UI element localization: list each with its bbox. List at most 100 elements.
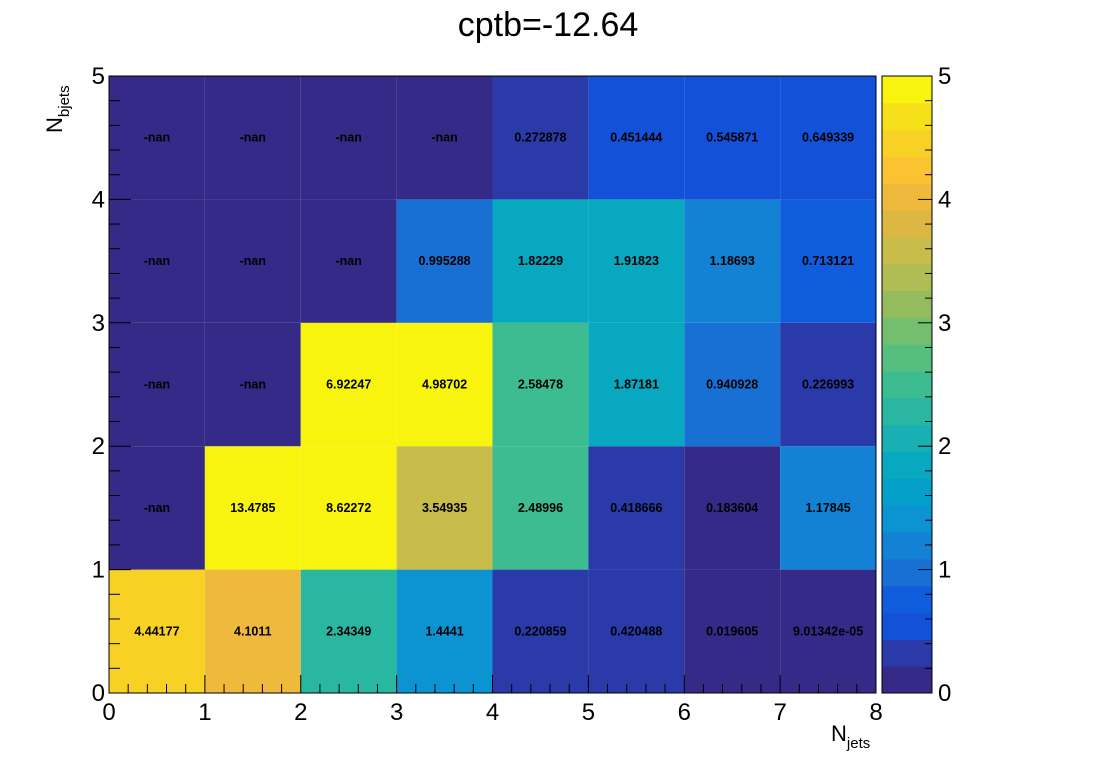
color-scale-swatch xyxy=(882,290,932,318)
color-scale-swatch xyxy=(882,666,932,694)
heatmap-cell xyxy=(396,322,493,447)
chart-title: cptb=-12.64 xyxy=(458,6,639,44)
color-scale-tick-label: 0 xyxy=(938,680,951,707)
cell-value-label: -nan xyxy=(144,254,170,268)
heatmap-cell xyxy=(109,569,205,693)
cell-value-label: 4.98702 xyxy=(422,378,467,392)
cell-value-label: 1.18693 xyxy=(710,254,755,268)
cell-value-label: 1.4441 xyxy=(425,624,463,638)
cell-value-label: 13.4785 xyxy=(230,501,275,515)
cell-value-label: -nan xyxy=(144,501,170,515)
color-scale-swatch xyxy=(882,371,932,399)
cell-value-label: 0.649339 xyxy=(802,131,854,145)
heatmap-cell xyxy=(109,446,205,570)
heatmap-cell xyxy=(684,322,781,447)
cell-value-label: 0.420488 xyxy=(610,624,662,638)
heatmap-cell xyxy=(588,446,685,570)
heatmap-cell xyxy=(780,76,876,200)
heatmap-cell xyxy=(780,199,876,323)
heatmap-cell xyxy=(204,569,301,693)
color-scale-swatch xyxy=(882,102,932,131)
y-axis: 0 1 2 3 4 5 xyxy=(92,63,131,707)
cell-value-label: 4.44177 xyxy=(134,624,179,638)
heatmap-cell xyxy=(492,322,589,447)
cell-value-label: -nan xyxy=(431,131,457,145)
cell-value-label: 0.019605 xyxy=(706,624,758,638)
color-scale-swatch xyxy=(882,236,932,265)
y-tick-label: 5 xyxy=(92,63,105,90)
cell-value-label: 0.226993 xyxy=(802,378,854,392)
heatmap-cell xyxy=(588,76,685,200)
cell-value-label: 1.91823 xyxy=(614,254,659,268)
color-scale-swatch xyxy=(882,612,932,640)
heatmap-cell xyxy=(684,76,781,200)
cell-value-label: -nan xyxy=(240,254,266,268)
heatmap-cell xyxy=(780,446,876,570)
heatmap-cell xyxy=(588,569,685,693)
color-scale-tick-label: 1 xyxy=(938,557,951,584)
heatmap-cell xyxy=(492,446,589,570)
y-axis-label-main: N xyxy=(42,117,67,133)
color-scale-swatch xyxy=(882,317,932,345)
heatmap-cell xyxy=(684,569,781,693)
y-tick-label: 0 xyxy=(92,680,105,707)
heatmap-cell xyxy=(300,199,397,323)
color-scale-swatch xyxy=(882,397,932,426)
y-tick-label: 2 xyxy=(92,433,105,460)
y-axis-label-sub: bjets xyxy=(56,85,73,117)
heatmap-cell xyxy=(780,569,876,693)
cell-value-label: 0.272878 xyxy=(514,131,566,145)
cell-value-label: -nan xyxy=(144,378,170,392)
color-scale-swatch xyxy=(882,263,932,292)
color-scale-swatch xyxy=(882,76,932,104)
heatmap-cell xyxy=(204,76,301,200)
heatmap-cell xyxy=(396,446,493,570)
x-tick-label: 7 xyxy=(773,699,786,726)
heatmap-cell xyxy=(204,322,301,447)
heatmap-cell xyxy=(492,76,589,200)
cell-value-label: 1.87181 xyxy=(614,378,659,392)
cell-value-label: 0.451444 xyxy=(610,131,662,145)
x-axis-label-sub: jets xyxy=(846,735,870,752)
color-scale-swatch xyxy=(882,129,932,157)
x-tick-label: 0 xyxy=(102,699,115,726)
color-scale-swatch xyxy=(882,505,932,533)
cell-value-label: -nan xyxy=(335,254,361,268)
heatmap-cell xyxy=(588,322,685,447)
heatmap-cell xyxy=(109,199,205,323)
color-scale-swatch xyxy=(882,344,932,372)
color-scale-swatch xyxy=(882,451,932,479)
heatmap-cell xyxy=(109,322,205,447)
cell-value-label: 0.418666 xyxy=(610,501,662,515)
x-axis-label-main: N xyxy=(831,721,847,746)
x-tick-label: 6 xyxy=(678,699,691,726)
cell-value-label: 2.34349 xyxy=(326,624,371,638)
heatmap-cell xyxy=(204,446,301,570)
y-axis-label: Nbjets xyxy=(42,85,73,133)
cell-value-label: 1.82229 xyxy=(518,254,563,268)
heatmap-cell xyxy=(300,446,397,570)
color-scale-swatch xyxy=(882,532,932,560)
cell-value-label: 1.17845 xyxy=(805,501,850,515)
cell-value-label: 0.220859 xyxy=(514,624,566,638)
x-tick-label: 3 xyxy=(390,699,403,726)
heatmap-cell xyxy=(204,199,301,323)
color-scale-swatch xyxy=(882,156,932,184)
color-scale-swatch xyxy=(882,424,932,453)
x-tick-label: 4 xyxy=(486,699,499,726)
x-tick-label: 1 xyxy=(198,699,211,726)
x-tick-label: 2 xyxy=(294,699,307,726)
color-scale-swatch xyxy=(882,585,932,614)
x-axis: 0 1 2 3 4 5 6 7 8 xyxy=(102,675,883,726)
color-scale-bar xyxy=(881,75,933,694)
x-axis-label: Njets xyxy=(831,721,870,752)
heatmap-cells xyxy=(109,76,876,693)
heatmap-cell xyxy=(780,322,876,447)
cell-value-label: -nan xyxy=(240,131,266,145)
heatmap-cell xyxy=(300,322,397,447)
cell-value-label: 2.58478 xyxy=(518,378,563,392)
x-tick-label: 8 xyxy=(869,699,882,726)
cell-value-label: 0.940928 xyxy=(706,378,758,392)
heatmap-cell xyxy=(588,199,685,323)
